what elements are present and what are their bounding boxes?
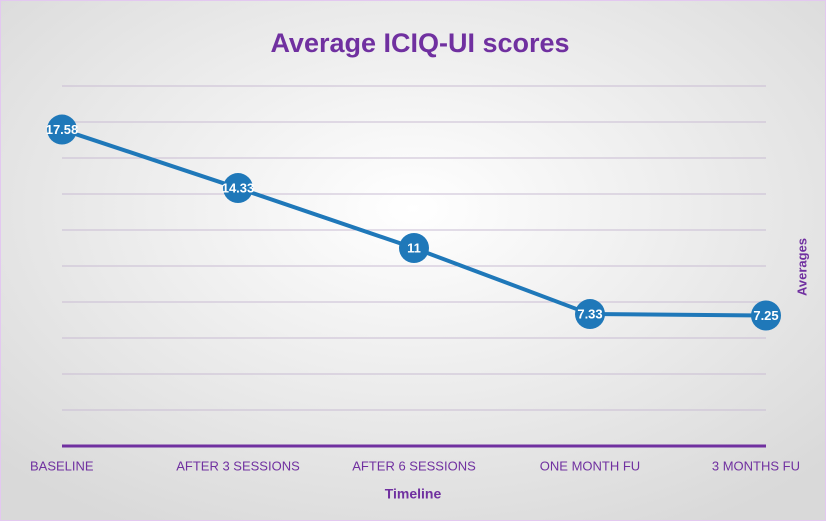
data-label: 7.25 — [753, 308, 778, 323]
data-label: 17.58 — [46, 122, 79, 137]
data-point — [399, 233, 429, 263]
data-point — [223, 173, 253, 204]
x-tick-label: BASELINE — [30, 458, 94, 473]
y-axis-label: Averages — [794, 238, 809, 296]
x-tick-label: AFTER 3 SESSIONS — [176, 458, 300, 473]
data-point — [751, 300, 781, 331]
x-axis-label: Timeline — [385, 486, 442, 502]
data-label: 14.33 — [222, 180, 255, 195]
x-tick-label: ONE MONTH FU — [540, 458, 640, 473]
x-tick-label: 3 MONTHS FU — [712, 458, 800, 473]
chart-title: Average ICIQ-UI scores — [270, 28, 569, 58]
data-point — [47, 114, 77, 145]
data-point — [575, 299, 605, 330]
x-tick-label: AFTER 6 SESSIONS — [352, 458, 476, 473]
data-label: 11 — [407, 240, 421, 255]
data-label: 7.33 — [577, 306, 602, 321]
